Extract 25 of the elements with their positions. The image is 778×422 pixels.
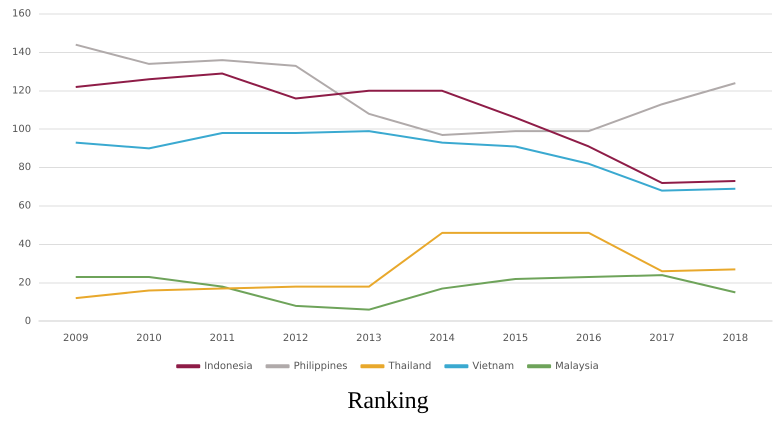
legend-label: Philippines xyxy=(294,360,348,372)
text: Ranking xyxy=(347,388,429,414)
legend-label: Thailand xyxy=(387,360,432,372)
x-tick-label: 2016 xyxy=(576,332,602,344)
x-tick-label: 2013 xyxy=(356,332,382,344)
y-tick-label: 80 xyxy=(18,162,32,174)
x-tick-label: 2018 xyxy=(722,332,748,344)
x-tick-label: 2017 xyxy=(649,332,675,344)
legend-label: Malaysia xyxy=(555,360,599,372)
y-tick-label: 100 xyxy=(12,124,32,135)
x-tick-label: 2014 xyxy=(429,332,455,344)
x-tick-label: 2015 xyxy=(502,332,528,344)
x-tick-label: 2011 xyxy=(210,332,236,344)
y-tick-label: 140 xyxy=(12,46,32,58)
legend-label: Vietnam xyxy=(472,360,514,372)
x-tick-label: 2010 xyxy=(136,332,162,344)
y-tick-label: 120 xyxy=(12,85,32,96)
x-tick-label: 2012 xyxy=(282,332,308,344)
y-tick-label: 40 xyxy=(18,238,32,250)
y-tick-label: 20 xyxy=(18,277,32,288)
y-tick-label: 160 xyxy=(12,8,32,20)
legend-label: Indonesia xyxy=(204,360,253,372)
y-tick-label: 0 xyxy=(24,316,32,327)
y-tick-label: 60 xyxy=(18,200,32,212)
x-tick-label: 2009 xyxy=(63,332,88,344)
